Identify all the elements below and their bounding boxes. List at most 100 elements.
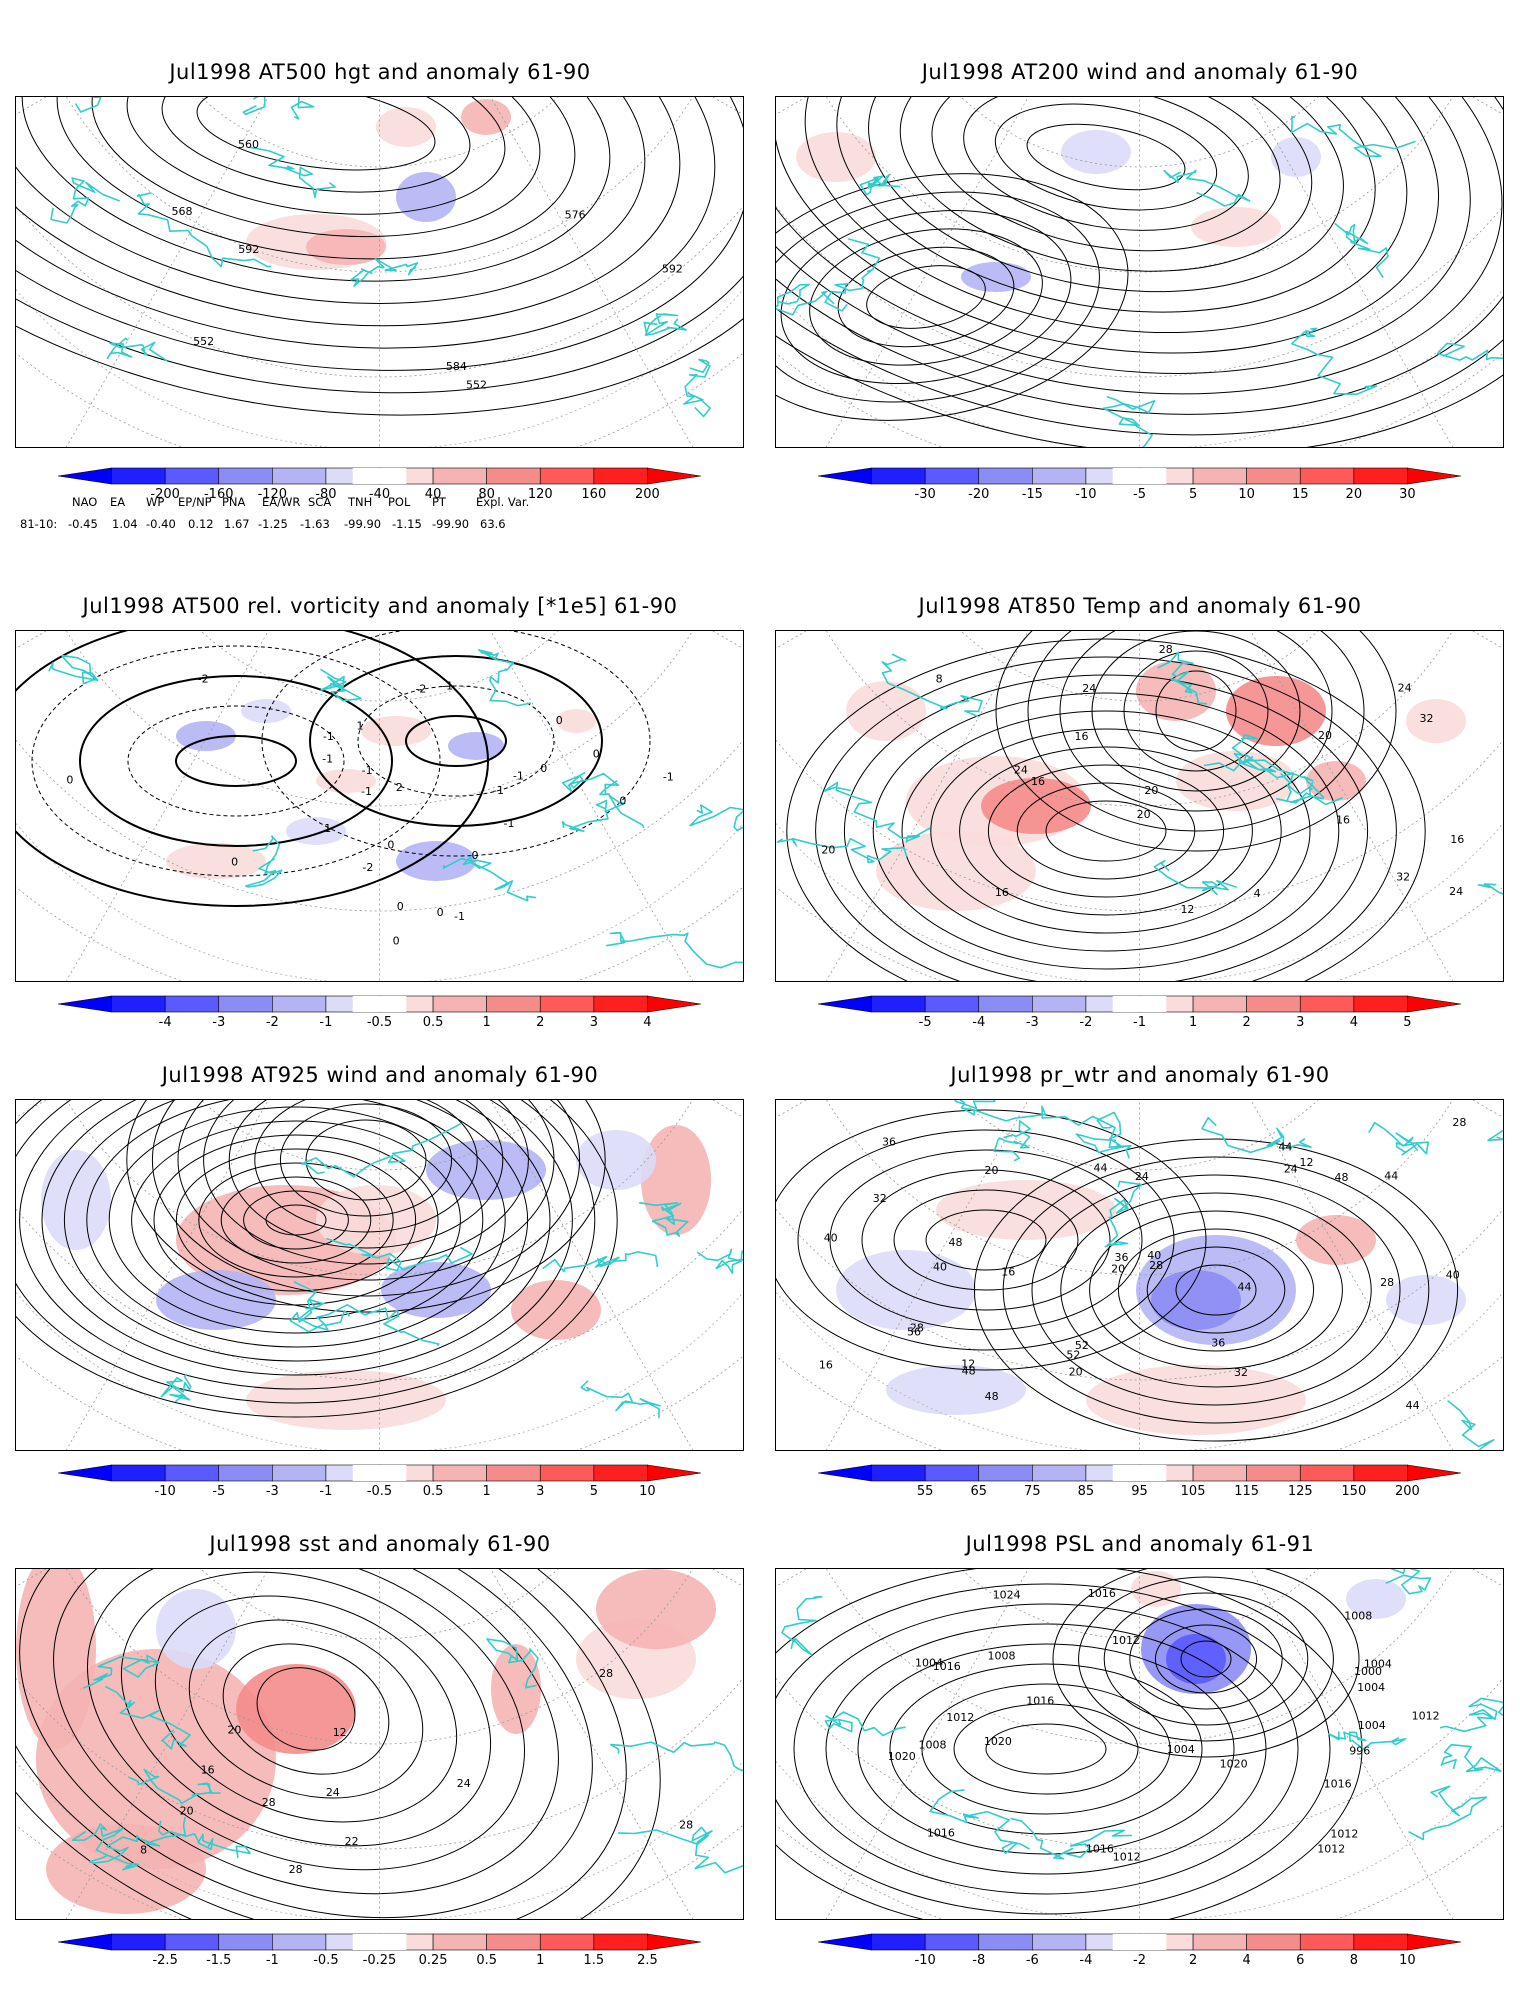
contour-label: 1008: [1344, 1609, 1372, 1622]
contour-label: 44: [1278, 1140, 1292, 1153]
colorbar-tick-label: -1: [1133, 1015, 1146, 1030]
contour-line: [868, 97, 1344, 293]
contour-label: 24: [1082, 682, 1096, 695]
contour-label: 44: [1238, 1281, 1252, 1294]
colorbar-neutral: [352, 468, 407, 484]
anomaly-shading: [36, 1649, 276, 1869]
anomaly-shading: [876, 831, 1036, 911]
colorbar-tick-label: -3: [212, 1015, 226, 1030]
panel-title: Jul1998 AT925 wind and anomaly 61-90: [161, 1063, 599, 1087]
colorbar-max-arrow: [647, 1933, 702, 1951]
colorbar: -10 -5 -3 -1 -0.5 0.5 1 3 5 10: [57, 1459, 702, 1499]
contour-label: 16: [1336, 813, 1350, 826]
colorbar-tick-label: 75: [1024, 1484, 1041, 1499]
contour-label: 1016: [1026, 1695, 1054, 1708]
panel-psl: Jul1998 PSL and anomaly 61-91 1016 1016 10…: [760, 1532, 1520, 1968]
coastline: [160, 1373, 192, 1403]
contour-line: [279, 1103, 453, 1217]
colorbar-tick-label: -5: [1133, 487, 1146, 502]
contour-line: [776, 97, 1471, 374]
contour-label: 1004: [1364, 1658, 1392, 1671]
anomaly-shading: [316, 1185, 436, 1255]
contour-line: [963, 97, 1249, 231]
panel-vort500: Jul1998 AT500 rel. vorticity and anomaly…: [0, 594, 760, 1030]
contour-line: [16, 97, 743, 394]
contour-line: [889, 1663, 1203, 1835]
contour-line: [16, 1569, 627, 1919]
panel-title: Jul1998 AT200 wind and anomaly 61-90: [921, 60, 1359, 84]
coastline: [954, 1100, 996, 1112]
contour-label: 20: [1111, 1263, 1125, 1276]
teleconnection-value: -1.15: [392, 517, 422, 531]
panel-title: Jul1998 pr_wtr and anomaly 61-90: [950, 1063, 1330, 1087]
colorbar-swatch: [1032, 467, 1087, 485]
colorbar-tick-label: 5: [1188, 487, 1198, 502]
colorbar-min-arrow: [817, 995, 872, 1013]
coastline: [609, 1741, 743, 1772]
contour-label: 0: [397, 900, 404, 913]
colorbar-swatch: [272, 1933, 327, 1951]
colorbar-min-arrow: [817, 467, 872, 485]
contour-line: [1180, 1640, 1232, 1678]
colorbar-tick-label: -120: [257, 487, 288, 502]
contour-label: 52: [1075, 1339, 1089, 1352]
contour-line: [188, 1619, 424, 1799]
colorbar-tick-label: 4: [1242, 1953, 1251, 1968]
colorbar-tick-label: 160: [581, 487, 607, 502]
contour-line: [1117, 1228, 1315, 1352]
colorbar-tick-label: 20: [1345, 487, 1363, 502]
contour-label: 4: [1254, 887, 1261, 900]
colorbar-swatch: [1299, 995, 1355, 1013]
panel-sst: Jul1998 sst and anomaly 61-90 28 20 8 12 16 2…: [0, 1532, 760, 1968]
anomaly-shading: [846, 681, 926, 741]
contour-line: [21, 97, 611, 282]
coastline: [242, 97, 315, 120]
colorbar-tick-label: 0.5: [422, 1015, 444, 1030]
anomaly-shading: [641, 1125, 711, 1235]
contour-label: 16: [201, 1763, 215, 1776]
contour-label: 0: [437, 906, 444, 919]
contour-label: 40: [1147, 1249, 1161, 1262]
anomaly-shading: [156, 1589, 236, 1669]
coastline: [781, 1595, 823, 1656]
contour-label: 28: [1380, 1276, 1394, 1289]
contour-label: 1004: [1167, 1743, 1195, 1756]
teleconnection-header: SCA: [308, 495, 332, 509]
contour-line: [1060, 1192, 1372, 1388]
colorbar-swatch: [593, 1464, 648, 1482]
anomaly-shading: [1386, 1275, 1466, 1325]
contour-line: [837, 246, 1015, 348]
contour-line: [953, 1703, 1139, 1795]
colorbar-tick-label: -8: [972, 1953, 986, 1968]
teleconnection-value: -99.90: [344, 517, 382, 531]
contour-label: 1024: [993, 1589, 1021, 1602]
colorbar-swatch: [272, 467, 327, 485]
colorbar-min-arrow: [57, 1464, 112, 1482]
colorbar-swatch: [1299, 467, 1355, 485]
map-vort500: 0 -1 2 0 -1 -1 0 -2 -1 -1 -2 -1 1 0 -1 -2 -1 0 1 -1 0 -1 0 0 0 0 0: [15, 630, 744, 982]
contour-line: [995, 631, 1397, 852]
anomaly-shading: [1061, 130, 1131, 174]
coastline: [1163, 169, 1251, 207]
teleconnection-header: WP: [146, 495, 165, 509]
colorbar: -4 -3 -2 -1 -0.5 0.5 1 2 3 4: [57, 990, 702, 1030]
colorbar-swatch: [539, 995, 595, 1013]
contour-label: 12: [333, 1726, 347, 1739]
coastline: [82, 1654, 160, 1689]
colorbar-tick-label: 1: [1188, 1015, 1198, 1030]
anomaly-shading: [1346, 1579, 1406, 1619]
anomaly-shading: [426, 1140, 546, 1200]
colorbar-tick-label: 0.25: [418, 1953, 448, 1968]
contour-label: 20: [821, 844, 835, 857]
colorbar-tick-label: 200: [1394, 1484, 1420, 1499]
contour-label: -1: [504, 817, 515, 830]
teleconnection-value: -1.63: [300, 517, 330, 531]
colorbar-swatch: [1192, 995, 1247, 1013]
contour-label: 20: [1069, 1365, 1083, 1378]
contour-label: 48: [948, 1236, 962, 1249]
meridian-line: [825, 97, 1029, 447]
contour-label: 44: [1094, 1161, 1108, 1174]
colorbar-max-arrow: [1407, 1933, 1462, 1951]
contour-line: [16, 1569, 661, 1919]
contour-line: [127, 705, 345, 817]
